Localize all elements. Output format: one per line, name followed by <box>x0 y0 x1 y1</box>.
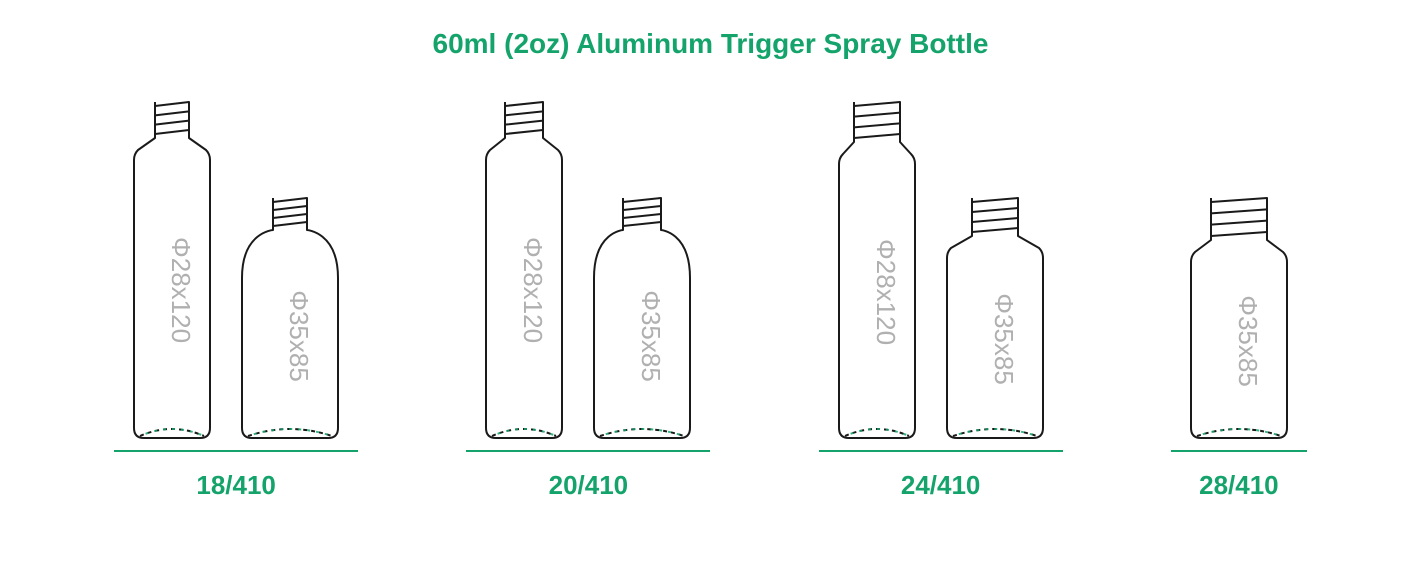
bottle-pair: Φ28x120 Φ35x85 <box>114 92 358 452</box>
bottle-group: Φ35x85 28/410 <box>1171 92 1307 501</box>
bottle-dimension-label: Φ35x85 <box>636 290 666 382</box>
bottle-dimension-label: Φ28x120 <box>871 239 901 345</box>
neck-size-label: 24/410 <box>901 470 981 501</box>
bottle-dimension-label: Φ28x120 <box>166 237 196 343</box>
bottle-outline: Φ35x85 <box>240 196 340 440</box>
bottle-outline: Φ35x85 <box>592 196 692 440</box>
bottle-group: Φ28x120 Φ35x85 20/410 <box>466 92 710 501</box>
bottle-outline: Φ35x85 <box>945 196 1045 440</box>
bottle-outline: Φ35x85 <box>1189 196 1289 440</box>
neck-size-label: 18/410 <box>196 470 276 501</box>
bottle-dimension-label: Φ35x85 <box>1233 295 1263 387</box>
neck-size-label: 20/410 <box>549 470 629 501</box>
bottle-dimension-label: Φ28x120 <box>518 237 548 343</box>
bottle-dimension-label: Φ35x85 <box>284 290 314 382</box>
neck-size-label: 28/410 <box>1199 470 1279 501</box>
bottle-pair: Φ28x120 Φ35x85 <box>466 92 710 452</box>
bottle-pair: Φ28x120 Φ35x85 <box>819 92 1063 452</box>
bottle-outline: Φ28x120 <box>132 100 212 440</box>
bottle-outline: Φ28x120 <box>484 100 564 440</box>
bottle-dimension-label: Φ35x85 <box>989 293 1019 385</box>
bottle-group: Φ28x120 Φ35x85 24/410 <box>819 92 1063 501</box>
bottle-outline: Φ28x120 <box>837 100 917 440</box>
page-title: 60ml (2oz) Aluminum Trigger Spray Bottle <box>0 0 1421 60</box>
bottle-pair: Φ35x85 <box>1171 92 1307 452</box>
bottle-groups-row: Φ28x120 Φ35x85 18/410 Φ28x120 <box>0 92 1421 501</box>
bottle-group: Φ28x120 Φ35x85 18/410 <box>114 92 358 501</box>
